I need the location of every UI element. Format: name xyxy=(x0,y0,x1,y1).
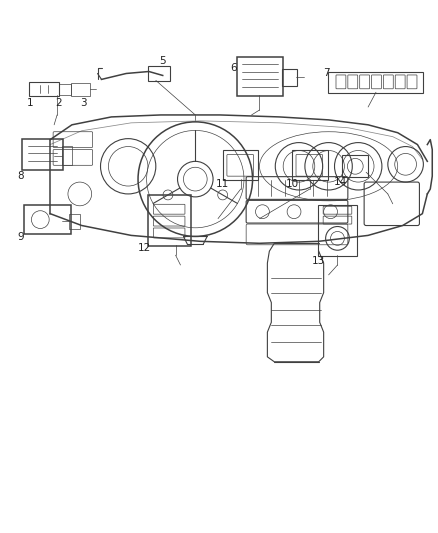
Text: 10: 10 xyxy=(286,179,299,189)
Text: 9: 9 xyxy=(17,232,24,243)
Text: 6: 6 xyxy=(230,62,237,72)
Text: 11: 11 xyxy=(215,179,229,189)
Text: 3: 3 xyxy=(81,98,87,108)
Text: 8: 8 xyxy=(17,171,24,181)
Text: 12: 12 xyxy=(138,243,151,253)
Text: 5: 5 xyxy=(159,55,166,66)
Text: 2: 2 xyxy=(56,98,62,108)
Text: 14: 14 xyxy=(334,177,347,187)
Text: 13: 13 xyxy=(312,256,325,266)
Text: 7: 7 xyxy=(323,68,330,78)
Text: 1: 1 xyxy=(27,98,34,108)
